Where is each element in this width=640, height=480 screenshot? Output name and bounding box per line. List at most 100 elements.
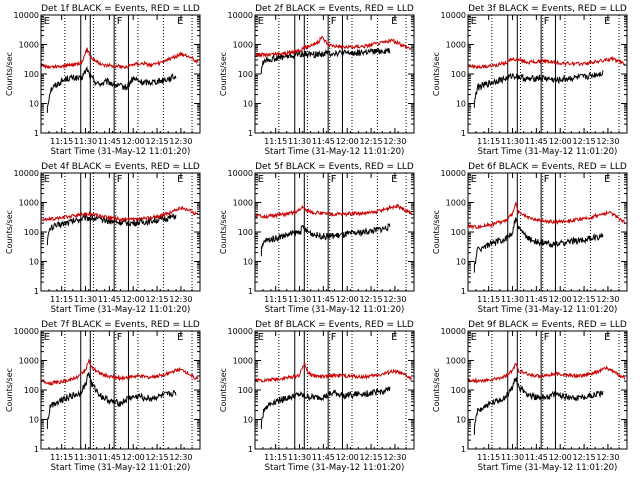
chart-panel: Det 5f BLACK = Events, RED = LLD E F E 1 10 10… <box>219 162 415 315</box>
y-tick-label: 1 <box>248 287 253 296</box>
event-marker-label: E <box>604 174 610 185</box>
x-tick-label: 12:15 <box>146 295 169 304</box>
y-tick-label: 1 <box>34 287 39 296</box>
x-tick-label: 12:15 <box>573 295 596 304</box>
series-line-events <box>473 377 604 435</box>
plot-frame <box>40 172 201 292</box>
series-line-events <box>473 70 604 108</box>
event-marker-label: E <box>44 332 50 343</box>
y-tick-label: 100 <box>451 70 466 79</box>
y-axis-label: Counts/sec <box>219 210 228 254</box>
x-tick-label: 12:00 <box>549 453 572 462</box>
event-marker-label: E <box>177 332 183 343</box>
series-line-lld <box>41 358 199 386</box>
y-axis-label: Counts/sec <box>5 210 14 254</box>
x-tick-label: 11:30 <box>501 453 524 462</box>
x-tick-label: 12:00 <box>549 295 572 304</box>
y-axis-label: Counts/sec <box>219 52 228 96</box>
event-marker-label: F <box>331 332 337 343</box>
x-tick-label: 11:45 <box>525 295 548 304</box>
event-marker-label: E <box>604 16 610 27</box>
x-tick-label: 11:30 <box>74 453 97 462</box>
chart-title: Det 1f BLACK = Events, RED = LLD <box>41 4 200 14</box>
series-line-events <box>46 65 177 113</box>
event-marker-label: E <box>44 16 50 27</box>
chart-title: Det 9f BLACK = Events, RED = LLD <box>468 320 627 330</box>
y-tick-label: 10000 <box>14 327 39 336</box>
chart-title: Det 2f BLACK = Events, RED = LLD <box>255 4 414 14</box>
x-tick-label: 12:00 <box>122 137 145 146</box>
chart-panel: Det 1f BLACK = Events, RED = LLD E F E 1 10 10… <box>5 4 201 157</box>
y-tick-label: 1 <box>34 129 39 138</box>
y-tick-label: 10000 <box>228 327 253 336</box>
x-tick-label: 12:30 <box>383 453 406 462</box>
chart-title: Det 7f BLACK = Events, RED = LLD <box>41 320 200 330</box>
event-marker-label: E <box>177 174 183 185</box>
event-marker-label: E <box>471 332 477 343</box>
plot-frame <box>40 14 201 134</box>
x-tick-label: 11:30 <box>288 137 311 146</box>
y-tick-label: 10000 <box>14 11 39 20</box>
plot-frame <box>254 14 415 134</box>
x-tick-label: 11:15 <box>50 295 73 304</box>
event-marker-label: F <box>117 332 123 343</box>
x-tick-label: 11:45 <box>312 453 335 462</box>
chart-title: Det 8f BLACK = Events, RED = LLD <box>255 320 414 330</box>
x-axis-label: Start Time (31-May-12 11:01:20) <box>265 305 405 315</box>
x-tick-label: 11:15 <box>264 137 287 146</box>
event-marker-label: E <box>471 16 477 27</box>
y-tick-label: 1000 <box>19 41 39 50</box>
x-tick-label: 12:15 <box>360 295 383 304</box>
y-tick-label: 100 <box>238 228 253 237</box>
x-tick-label: 11:30 <box>74 295 97 304</box>
y-tick-label: 10 <box>243 258 253 267</box>
x-axis-label: Start Time (31-May-12 11:01:20) <box>51 305 191 315</box>
x-tick-label: 12:30 <box>169 295 192 304</box>
x-tick-label: 11:45 <box>98 295 121 304</box>
x-tick-label: 12:30 <box>169 137 192 146</box>
x-tick-label: 11:30 <box>74 137 97 146</box>
x-axis-label: Start Time (31-May-12 11:01:20) <box>51 463 191 473</box>
event-marker-label: E <box>391 174 397 185</box>
event-marker-label: F <box>331 16 337 27</box>
x-tick-label: 12:15 <box>573 453 596 462</box>
y-tick-label: 1000 <box>446 357 466 366</box>
y-tick-label: 10 <box>243 416 253 425</box>
y-tick-label: 10 <box>243 100 253 109</box>
y-tick-label: 10000 <box>441 327 466 336</box>
x-axis-label: Start Time (31-May-12 11:01:20) <box>265 463 405 473</box>
y-tick-label: 100 <box>238 386 253 395</box>
y-tick-label: 10 <box>456 100 466 109</box>
y-axis-label: Counts/sec <box>219 368 228 412</box>
y-tick-label: 100 <box>24 228 39 237</box>
x-tick-label: 12:15 <box>573 137 596 146</box>
series-line-lld <box>468 363 626 384</box>
event-marker-label: E <box>177 16 183 27</box>
series-line-events <box>260 47 391 74</box>
y-axis-label: Counts/sec <box>432 210 441 254</box>
y-tick-label: 10000 <box>228 11 253 20</box>
x-tick-label: 12:30 <box>596 453 619 462</box>
event-marker-label: E <box>391 16 397 27</box>
y-tick-label: 10 <box>29 416 39 425</box>
y-axis-label: Counts/sec <box>5 52 14 96</box>
x-tick-label: 12:30 <box>596 137 619 146</box>
x-tick-label: 12:15 <box>146 137 169 146</box>
chart-title: Det 6f BLACK = Events, RED = LLD <box>468 162 627 172</box>
series-line-events <box>46 371 177 429</box>
x-axis-label: Start Time (31-May-12 11:01:20) <box>478 147 618 157</box>
x-tick-label: 11:30 <box>288 295 311 304</box>
x-tick-label: 12:30 <box>596 295 619 304</box>
plot-frame <box>254 172 415 292</box>
y-tick-label: 1000 <box>446 41 466 50</box>
y-tick-label: 10 <box>29 100 39 109</box>
x-tick-label: 11:45 <box>312 137 335 146</box>
x-tick-label: 11:15 <box>50 453 73 462</box>
x-tick-label: 12:00 <box>336 295 359 304</box>
event-marker-label: F <box>544 174 550 185</box>
event-marker-label: F <box>544 332 550 343</box>
y-tick-label: 10 <box>456 258 466 267</box>
series-line-events <box>260 223 391 257</box>
x-tick-label: 12:15 <box>360 137 383 146</box>
series-line-events <box>260 385 391 429</box>
